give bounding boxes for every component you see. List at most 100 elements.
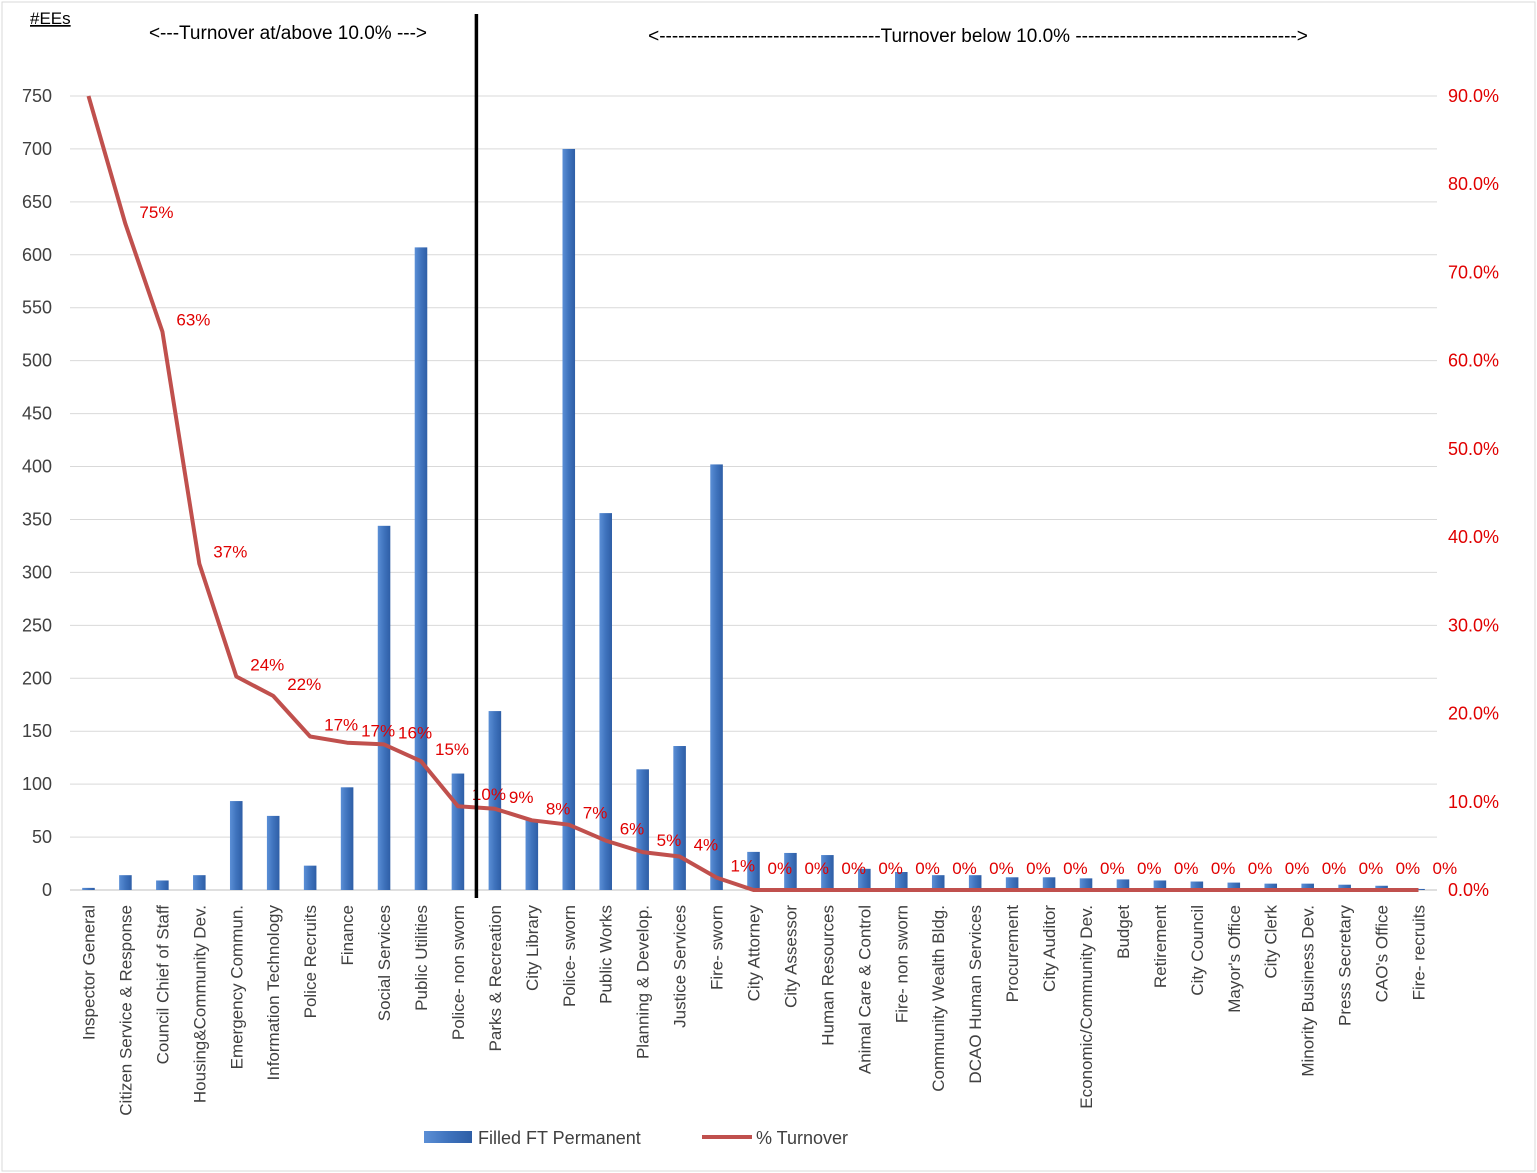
bar [858,868,871,890]
bar [1227,882,1241,890]
bar [821,855,834,890]
bar-series [82,148,1425,890]
bar [1190,881,1204,890]
turnover-data-label: 0% [1359,859,1384,878]
turnover-data-label: 75% [139,203,173,222]
left-tick-label: 750 [22,86,52,106]
gridlines [70,95,1437,891]
turnover-data-label: 5% [657,831,682,850]
bar [1264,883,1278,890]
bar [156,880,169,890]
turnover-data-label: 0% [768,859,793,878]
category-label: Human Resources [818,905,837,1046]
bar [82,887,95,890]
bar [340,787,354,890]
legend-bar-swatch [424,1131,472,1143]
category-label: Housing&Community Dev. [190,905,209,1103]
bar [193,875,206,890]
turnover-data-label: 7% [583,804,608,823]
turnover-data-label: 0% [1174,859,1199,878]
turnover-data-label: 0% [1322,859,1347,878]
left-tick-label: 100 [22,774,52,794]
category-label: City Library [523,905,542,991]
turnover-data-label: 0% [1063,859,1088,878]
category-label: Public Utilities [412,905,431,1011]
right-tick-label: 90.0% [1448,86,1499,106]
turnover-data-label: 0% [1433,859,1458,878]
category-label: Procurement [1003,905,1022,1003]
category-label: Citizen Service & Response [116,905,135,1116]
right-tick-label: 60.0% [1448,351,1499,371]
bar [1301,883,1314,890]
bar [895,872,908,890]
turnover-data-label: 0% [1211,859,1236,878]
turnover-data-label: 0% [989,859,1014,878]
bar [784,852,797,890]
bar [968,875,982,890]
left-tick-label: 250 [22,615,52,635]
turnover-data-label: 15% [435,740,469,759]
turnover-data-label: 0% [952,859,977,878]
turnover-data-label: 0% [1100,859,1125,878]
turnover-data-label: 0% [878,859,903,878]
category-label: Social Services [375,905,394,1021]
category-label: Press Secretary [1336,905,1355,1026]
bar [303,865,317,890]
turnover-data-label: 24% [250,656,284,675]
bar [931,875,945,890]
turnover-data-label: 9% [509,788,534,807]
bar [1412,888,1425,890]
turnover-data-label: 0% [1248,859,1273,878]
category-label: Parks & Recreation [486,905,505,1051]
bar [1005,877,1019,890]
category-label: DCAO Human Services [966,905,985,1084]
turnover-data-label: 0% [1396,859,1421,878]
turnover-data-label: 4% [694,835,719,854]
category-label: Fire- recruits [1410,905,1429,1000]
bar [1116,879,1130,890]
annotation-high-turnover: <---Turnover at/above 10.0% ---> [149,23,427,44]
category-label: City Attorney [745,905,764,1002]
left-tick-label: 600 [22,245,52,265]
left-tick-label: 550 [22,298,52,318]
category-label: Economic/Community Dev. [1077,905,1096,1109]
category-label: City Council [1188,905,1207,996]
bar [414,247,428,890]
left-tick-label: 350 [22,509,52,529]
turnover-data-labels: 75%63%37%24%22%17% 17% 16%15%10% 9%8% 7%6%5%… [139,203,1457,878]
right-tick-label: 30.0% [1448,615,1499,635]
turnover-data-label: 0% [804,859,829,878]
bar [710,464,723,890]
category-label: Finance [338,905,357,965]
bar [229,801,243,890]
category-label: Inspector General [79,905,98,1040]
turnover-data-label: 0% [841,859,866,878]
bar [451,773,465,890]
category-label: Information Technology [264,905,283,1081]
category-label: Police- non sworn [449,905,468,1040]
bar [1042,877,1056,890]
left-axis-title: #EEs [30,9,71,28]
category-label: Public Works [597,905,616,1004]
category-label: City Clerk [1262,905,1281,979]
left-tick-label: 150 [22,721,52,741]
left-tick-label: 500 [22,351,52,371]
right-tick-label: 10.0% [1448,792,1499,812]
bar [747,851,760,890]
left-tick-label: 400 [22,457,52,477]
category-label: Planning & Develop. [634,905,653,1059]
turnover-data-label: 0% [1285,859,1310,878]
category-label: City Auditor [1040,905,1059,992]
turnover-data-label: 10% [472,785,506,804]
bar [377,525,391,890]
category-label: Fire- sworn [708,905,727,990]
turnover-data-label: 6% [620,820,645,839]
category-label: Mayor's Office [1225,905,1244,1013]
turnover-data-label: 63% [176,311,210,330]
bar [1079,878,1093,890]
bar [525,820,539,890]
left-tick-label: 0 [42,880,52,900]
left-tick-label: 200 [22,668,52,688]
